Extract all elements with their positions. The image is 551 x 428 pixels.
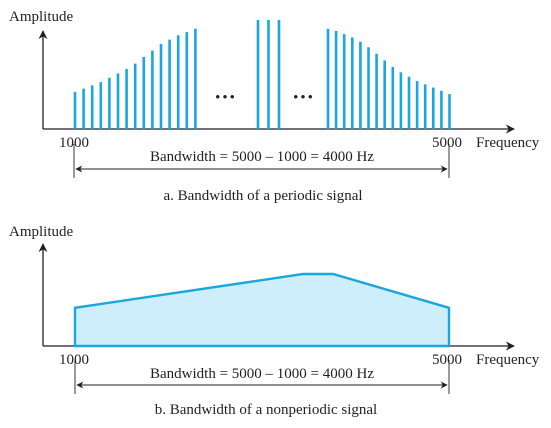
panel-a: Amplitude Frequency 1000 5000 ••• ••• Ba… bbox=[9, 9, 540, 204]
panel-b-tick-1000: 1000 bbox=[59, 352, 89, 368]
panel-a-caption: a. Bandwidth of a periodic signal bbox=[163, 188, 362, 204]
panel-b-tick-5000: 5000 bbox=[432, 352, 462, 368]
panel-b-spectrum-envelope bbox=[75, 274, 449, 346]
panel-b-caption: b. Bandwidth of a nonperiodic signal bbox=[155, 402, 377, 418]
panel-a-ellipsis-left: ••• bbox=[215, 90, 237, 106]
panel-b-x-axis-label: Frequency bbox=[476, 352, 540, 368]
panel-a-tick-5000: 5000 bbox=[432, 135, 462, 151]
panel-a-y-axis-label: Amplitude bbox=[9, 9, 74, 25]
panel-a-x-axis-label: Frequency bbox=[476, 135, 540, 151]
panel-b: Amplitude Frequency 1000 5000 Bandwidth … bbox=[9, 224, 540, 418]
panel-b-y-axis-label: Amplitude bbox=[9, 224, 74, 240]
panel-a-ellipsis-right: ••• bbox=[293, 90, 315, 106]
panel-a-spectral-lines bbox=[75, 20, 450, 129]
panel-a-bandwidth-label: Bandwidth = 5000 – 1000 = 4000 Hz bbox=[150, 149, 374, 165]
panel-b-bandwidth-label: Bandwidth = 5000 – 1000 = 4000 Hz bbox=[150, 366, 374, 382]
